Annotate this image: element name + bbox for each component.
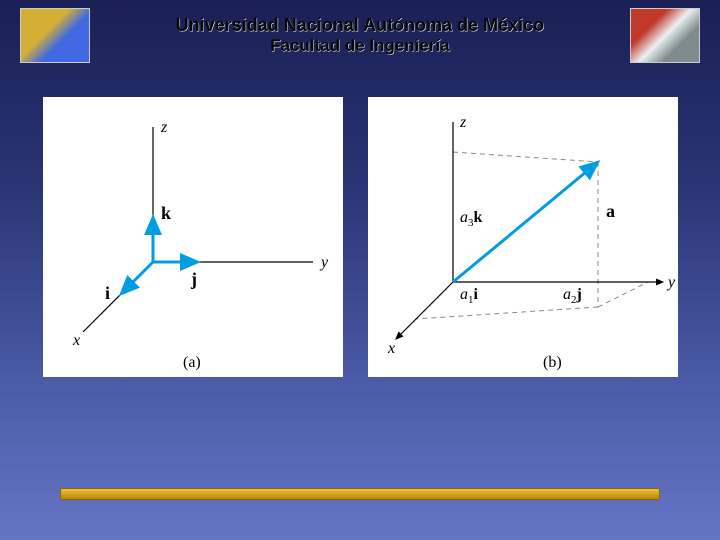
label-z-b: z — [459, 114, 467, 131]
label-a: a — [606, 201, 615, 221]
content-area: z y x k j i (a) — [0, 97, 720, 377]
title-line2: Facultad de Ingeniería — [90, 36, 630, 56]
label-i: i — [105, 283, 110, 303]
footer-gold-bar — [60, 488, 660, 500]
label-y: y — [319, 254, 329, 271]
label-a3k: a3k — [460, 209, 483, 229]
title-block: Universidad Nacional Autónoma de México … — [90, 15, 630, 56]
label-a2j: a2j — [563, 286, 582, 306]
axis-x-b — [396, 282, 453, 339]
label-k: k — [161, 203, 171, 223]
caption-a: (a) — [183, 354, 201, 371]
vector-i — [121, 262, 153, 294]
label-j: j — [190, 269, 197, 289]
caption-b: (b) — [543, 354, 562, 371]
label-z: z — [160, 119, 168, 136]
dashed-top — [453, 152, 598, 162]
dashed-left — [416, 307, 598, 319]
diagram-panel-b: z y x a a3k a1i a2j (b) — [368, 97, 678, 377]
label-x-b: x — [387, 340, 395, 357]
diagram-b-svg: z y x a a3k a1i a2j (b) — [368, 97, 678, 377]
header: Universidad Nacional Autónoma de México … — [0, 0, 720, 67]
logo-ingenieria — [630, 8, 700, 63]
dashed-right — [598, 282, 648, 307]
logo-unam — [20, 8, 90, 63]
label-x: x — [72, 332, 80, 349]
title-line1: Universidad Nacional Autónoma de México — [90, 15, 630, 36]
label-y-b: y — [666, 274, 676, 291]
diagram-panel-a: z y x k j i (a) — [43, 97, 343, 377]
label-a1i: a1i — [460, 286, 479, 306]
diagram-a-svg: z y x k j i (a) — [43, 97, 343, 377]
